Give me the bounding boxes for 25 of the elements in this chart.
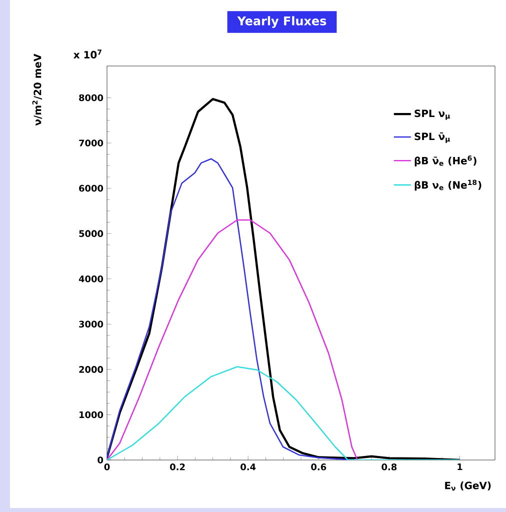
y-tick-label: 1000: [80, 411, 104, 418]
x-tick-label: 0: [104, 464, 110, 470]
y-tick-label: 5000: [79, 230, 104, 237]
legend-label: βB ν̄$_{e}$ (He$^{6}$): [414, 156, 476, 166]
legend-label: SPL ν̄$_{μ}$: [414, 132, 450, 143]
y-tick-label: 4000: [78, 275, 104, 282]
chart-title: Yearly Fluxes: [237, 16, 326, 28]
x-tick-label: 0.8: [382, 464, 397, 470]
text: x 10$^{7}$: [74, 50, 102, 58]
y-tick-label: 0: [98, 456, 104, 464]
x-axis-title: E$_{ν}$ (GeV): [445, 482, 491, 491]
y-tick-label: 7000: [79, 140, 104, 146]
y-axis-title: ν/m$^{2}$/20 meV: [32, 54, 42, 126]
y-tick-label: 3000: [79, 320, 104, 328]
y-tick-label: 2000: [79, 366, 104, 373]
line-series: [107, 158, 355, 460]
legend-label: βB ν$_{e}$ (Ne$^{18}$): [414, 180, 482, 191]
y-tick-label: 8000: [79, 94, 104, 102]
x-tick-label: 1: [458, 464, 462, 470]
legend-label: SPL ν$_{μ}$: [414, 110, 450, 120]
x-tick-label: 0.2: [170, 464, 185, 470]
y-tick-label: 6000: [79, 184, 104, 192]
x-tick-label: 0.6: [311, 464, 326, 470]
x-tick-label: 0.4: [240, 464, 256, 470]
line-series: [107, 219, 358, 460]
